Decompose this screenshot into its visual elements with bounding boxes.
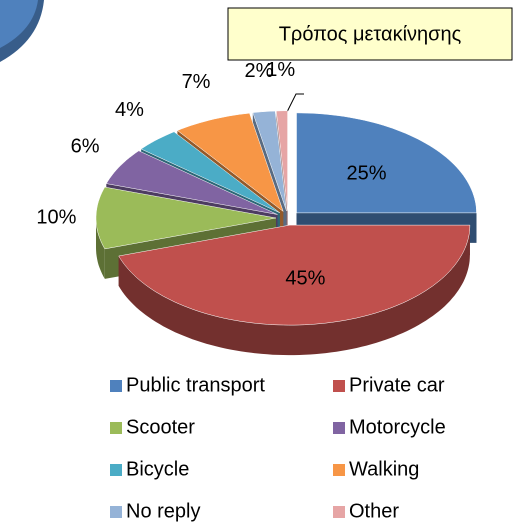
slice [105,150,278,215]
data-label: 25% [346,162,386,184]
chart-title: Τρόπος μετακίνησης [279,23,462,45]
data-label: 1% [266,59,295,81]
slice [118,224,471,326]
leader-line [286,93,304,113]
data-label: 10% [36,206,76,228]
legend-label: Motorcycle [349,416,446,438]
legend-label: Other [349,500,399,522]
legend-swatch [110,380,122,392]
legend-swatch [110,422,122,434]
data-label: 2% [245,60,274,82]
data-label: 45% [285,268,325,290]
legend-label: Public transport [126,374,265,396]
chart-fragment [0,0,38,48]
data-label: 4% [115,99,144,121]
data-label: 6% [71,135,100,157]
title-box [227,7,513,61]
data-label: 7% [182,71,211,93]
slice [276,110,288,211]
slice [176,112,284,213]
slice [95,186,277,250]
legend-swatch [110,464,122,476]
legend-label: Bicycle [126,458,189,480]
legend-label: Scooter [126,416,195,438]
slice [140,131,280,214]
slice [296,112,477,214]
legend-swatch [333,380,345,392]
slice-wall [96,218,105,279]
slice-wall [118,225,470,356]
legend-swatch [333,422,345,434]
legend-swatch [333,506,345,518]
legend-label: No reply [126,500,200,522]
legend-swatch [333,464,345,476]
slice [252,110,287,211]
legend-label: Private car [349,374,445,396]
legend-swatch [110,506,122,518]
legend-label: Walking [349,458,419,480]
